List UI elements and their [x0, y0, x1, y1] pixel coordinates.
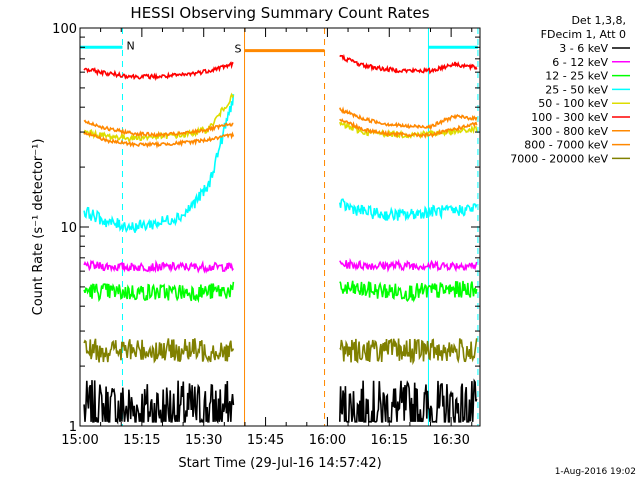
series-line	[339, 280, 478, 303]
series-line	[339, 53, 478, 75]
marker-label: S	[235, 43, 242, 56]
series-line	[83, 119, 234, 139]
series-line	[339, 106, 478, 131]
y-axis: 1 10 100	[52, 22, 480, 435]
plot-frame	[79, 27, 481, 427]
legend-label: 3 - 6 keV	[559, 42, 608, 55]
x-axis-label: Start Time (29-Jul-16 14:57:42)	[178, 456, 381, 471]
series-line	[339, 338, 478, 366]
series-line	[339, 378, 478, 424]
x-axis: 15:00 15:15 15:30 15:45 16:00 16:15 16:30	[61, 28, 473, 448]
legend-label: 100 - 300 keV	[531, 111, 608, 124]
x-tick-label: 16:15	[371, 433, 408, 448]
chart-title: HESSI Observing Summary Count Rates	[130, 4, 429, 22]
legend-label: 50 - 100 keV	[538, 97, 608, 110]
legend-header-line-1: Det 1,3,8,	[571, 14, 626, 27]
series-line	[83, 338, 235, 364]
marker-label: N	[126, 39, 134, 52]
series-line	[339, 198, 478, 222]
legend-label: 7000 - 20000 keV	[510, 152, 608, 165]
legend-label: 6 - 12 keV	[552, 56, 608, 69]
series-line	[83, 259, 235, 274]
x-tick-label: 15:15	[123, 433, 160, 448]
y-axis-label: Count Rate (s⁻¹ detector⁻¹)	[31, 139, 46, 316]
y-tick-label: 100	[52, 22, 77, 37]
legend-label: 12 - 25 keV	[545, 70, 608, 83]
series-line	[83, 380, 235, 425]
legend-header-line-2: FDecim 1, Att 0	[541, 28, 626, 41]
series-line	[83, 131, 235, 149]
x-tick-label: 15:00	[61, 433, 98, 448]
series-line	[83, 94, 235, 234]
legend-label: 300 - 800 keV	[531, 125, 608, 138]
footer-date: 1-Aug-2016 19:02	[555, 467, 636, 477]
y-tick-label: 10	[60, 221, 77, 236]
series-line	[339, 118, 478, 139]
x-tick-label: 16:00	[309, 433, 346, 448]
legend-label: 800 - 7000 keV	[524, 139, 608, 152]
legend-label: 25 - 50 keV	[545, 83, 608, 96]
y-tick-label: 1	[69, 420, 77, 435]
series-line	[83, 61, 234, 82]
x-tick-label: 15:30	[185, 433, 222, 448]
x-tick-label: 15:45	[247, 433, 284, 448]
x-tick-label: 16:30	[432, 433, 469, 448]
series-line	[83, 281, 235, 304]
series-layer	[83, 53, 478, 425]
series-line	[339, 257, 478, 273]
